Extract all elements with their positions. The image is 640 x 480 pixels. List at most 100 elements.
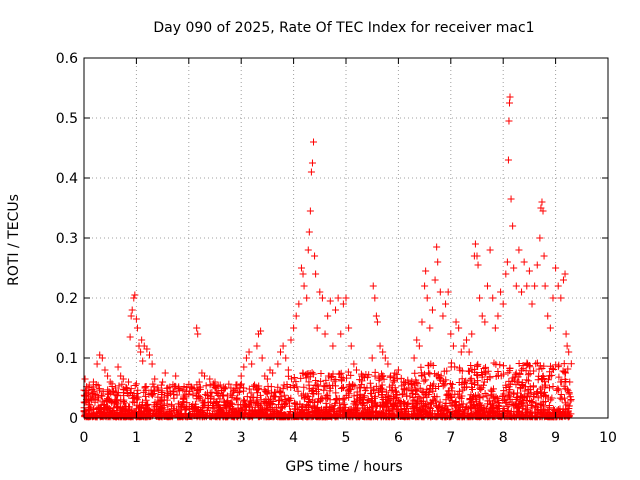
noise-point [230, 413, 238, 421]
data-point [185, 390, 193, 398]
y-tick-label: 0.4 [56, 171, 78, 187]
noise-point [473, 397, 481, 405]
data-point [505, 99, 513, 107]
data-point [389, 378, 397, 386]
noise-point [232, 408, 240, 416]
noise-point [449, 408, 457, 416]
data-point [190, 384, 198, 392]
noise-point [335, 370, 343, 378]
noise-point [462, 377, 470, 385]
noise-point [125, 391, 133, 399]
noise-point [127, 413, 135, 421]
noise-point [247, 397, 255, 405]
noise-point [97, 401, 105, 409]
data-point [324, 312, 332, 320]
noise-point [297, 374, 305, 382]
data-point [304, 246, 312, 254]
noise-point [404, 379, 412, 387]
noise-point [321, 383, 329, 391]
noise-point [524, 377, 532, 385]
data-point [372, 312, 380, 320]
data-point [151, 375, 159, 383]
data-point [101, 366, 109, 374]
noise-point [486, 397, 494, 405]
noise-point [442, 399, 450, 407]
noise-point [157, 381, 165, 389]
data-point [442, 300, 450, 308]
noise-point [393, 370, 401, 378]
noise-point [370, 394, 378, 402]
data-point [460, 342, 468, 350]
noise-point [508, 398, 516, 406]
data-point [552, 264, 560, 272]
noise-point [295, 405, 303, 413]
data-point [240, 363, 248, 371]
noise-point [309, 396, 317, 404]
noise-point [442, 407, 450, 415]
noise-point [383, 406, 391, 414]
noise-point [326, 406, 334, 414]
noise-point [368, 390, 376, 398]
noise-point [523, 406, 531, 414]
data-point [227, 390, 235, 398]
noise-point [268, 389, 276, 397]
data-point [126, 333, 134, 341]
data-point [245, 348, 253, 356]
noise-point [567, 360, 575, 368]
data-point [253, 342, 261, 350]
noise-point [469, 394, 477, 402]
noise-point [149, 380, 157, 388]
noise-point [530, 393, 538, 401]
data-point [474, 261, 482, 269]
noise-point [111, 391, 119, 399]
noise-point [360, 401, 368, 409]
noise-point [158, 390, 166, 398]
data-point [311, 252, 319, 260]
data-point [413, 336, 421, 344]
noise-point [247, 389, 255, 397]
noise-point [255, 412, 263, 420]
noise-point [439, 382, 447, 390]
data-point [486, 246, 494, 254]
data-point [387, 372, 395, 380]
noise-point [132, 380, 140, 388]
noise-point [468, 385, 476, 393]
noise-point [527, 398, 535, 406]
data-point [193, 324, 201, 332]
noise-point [546, 368, 554, 376]
noise-point [374, 411, 382, 419]
noise-point [86, 401, 94, 409]
noise-point [274, 383, 282, 391]
noise-point [561, 385, 569, 393]
noise-point [186, 412, 194, 420]
data-point [503, 258, 511, 266]
data-point [211, 378, 219, 386]
data-point [85, 381, 93, 389]
noise-point [216, 395, 224, 403]
noise-point [305, 381, 313, 389]
data-point [263, 375, 271, 383]
noise-point [300, 383, 308, 391]
data-point [329, 342, 337, 350]
data-point [520, 258, 528, 266]
y-axis-label: ROTI / TECUs [6, 194, 22, 286]
noise-point [229, 405, 237, 413]
noise-point [157, 413, 165, 421]
noise-point [81, 409, 89, 417]
noise-point [482, 363, 490, 371]
data-point [347, 342, 355, 350]
data-point [471, 240, 479, 248]
noise-point [397, 405, 405, 413]
noise-point [175, 407, 183, 415]
noise-point [392, 387, 400, 395]
noise-point [477, 369, 485, 377]
data-point [433, 243, 441, 251]
noise-point [243, 393, 251, 401]
noise-point [237, 380, 245, 388]
noise-point [505, 377, 513, 385]
noise-point [474, 360, 482, 368]
data-point [422, 267, 430, 275]
noise-point [408, 381, 416, 389]
noise-point [141, 383, 149, 391]
noise-point [283, 381, 291, 389]
